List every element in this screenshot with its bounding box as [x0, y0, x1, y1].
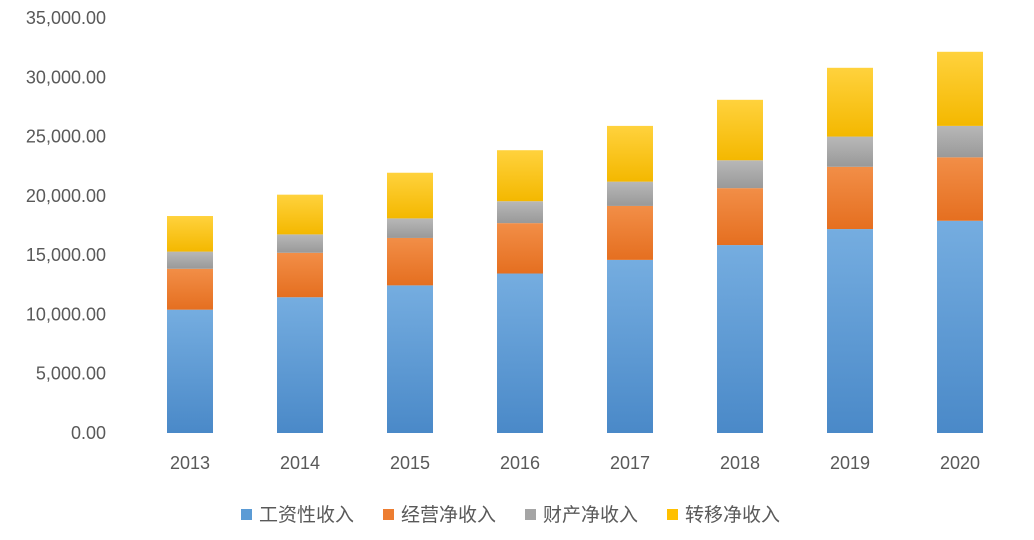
legend-swatch — [383, 509, 394, 520]
x-tick-label: 2016 — [500, 453, 540, 473]
y-tick-label: 10,000.00 — [26, 304, 106, 324]
y-tick-label: 30,000.00 — [26, 67, 106, 87]
bar-segment — [497, 273, 543, 433]
bar-segment — [607, 259, 653, 433]
y-tick-label: 5,000.00 — [36, 364, 106, 384]
y-tick-label: 20,000.00 — [26, 186, 106, 206]
bar-segment — [387, 285, 433, 433]
bar-segment — [387, 172, 433, 219]
bar-segment — [167, 309, 213, 433]
bar-segment — [497, 201, 543, 224]
legend-item: 转移净收入 — [667, 504, 780, 526]
bar-segment — [277, 252, 323, 298]
x-tick-label: 2015 — [390, 453, 430, 473]
y-tick-label: 0.00 — [71, 423, 106, 443]
legend-item: 经营净收入 — [383, 504, 496, 526]
bar-segment — [717, 160, 763, 189]
y-tick-label: 15,000.00 — [26, 245, 106, 265]
bar-segment — [937, 51, 983, 126]
bar-segment — [167, 251, 213, 269]
bars — [167, 51, 983, 433]
x-tick-label: 2013 — [170, 453, 210, 473]
bar-segment — [387, 237, 433, 286]
x-tick-label: 2017 — [610, 453, 650, 473]
x-axis: 2013 2014 2015 2016 2017 2018 2019 2020 — [170, 453, 980, 473]
y-axis: 0.00 5,000.00 10,000.00 15,000.00 20,000.00 2… — [26, 8, 106, 443]
legend-label: 工资性收入 — [259, 504, 354, 526]
bar-segment — [937, 125, 983, 158]
bar-segment — [937, 220, 983, 433]
bar-segment — [607, 181, 653, 206]
bar-segment — [937, 157, 983, 221]
x-tick-label: 2019 — [830, 453, 870, 473]
legend: 工资性收入 经营净收入 财产净收入 转移净收入 — [241, 504, 780, 526]
bar-segment — [497, 150, 543, 202]
y-tick-label: 25,000.00 — [26, 127, 106, 147]
bar-segment — [827, 136, 873, 167]
bar-segment — [717, 188, 763, 246]
bar-segment — [827, 166, 873, 230]
y-tick-label: 35,000.00 — [26, 8, 106, 28]
bar-segment — [167, 216, 213, 252]
legend-swatch — [667, 509, 678, 520]
bar-segment — [387, 218, 433, 238]
bar-segment — [717, 245, 763, 433]
x-tick-label: 2018 — [720, 453, 760, 473]
bar-segment — [717, 99, 763, 161]
bar-segment — [167, 268, 213, 310]
legend-label: 财产净收入 — [543, 504, 638, 526]
legend-swatch — [241, 509, 252, 520]
bar-segment — [277, 297, 323, 433]
bar-segment — [497, 223, 543, 274]
bar-segment — [277, 234, 323, 253]
bar-segment — [607, 205, 653, 260]
bar-segment — [277, 194, 323, 235]
legend-swatch — [525, 509, 536, 520]
x-tick-label: 2014 — [280, 453, 320, 473]
bar-segment — [827, 67, 873, 137]
legend-label: 转移净收入 — [685, 504, 780, 526]
x-tick-label: 2020 — [940, 453, 980, 473]
legend-item: 财产净收入 — [525, 504, 638, 526]
bar-segment — [827, 229, 873, 433]
legend-item: 工资性收入 — [241, 504, 354, 526]
legend-label: 经营净收入 — [401, 504, 496, 526]
bar-segment — [607, 125, 653, 182]
